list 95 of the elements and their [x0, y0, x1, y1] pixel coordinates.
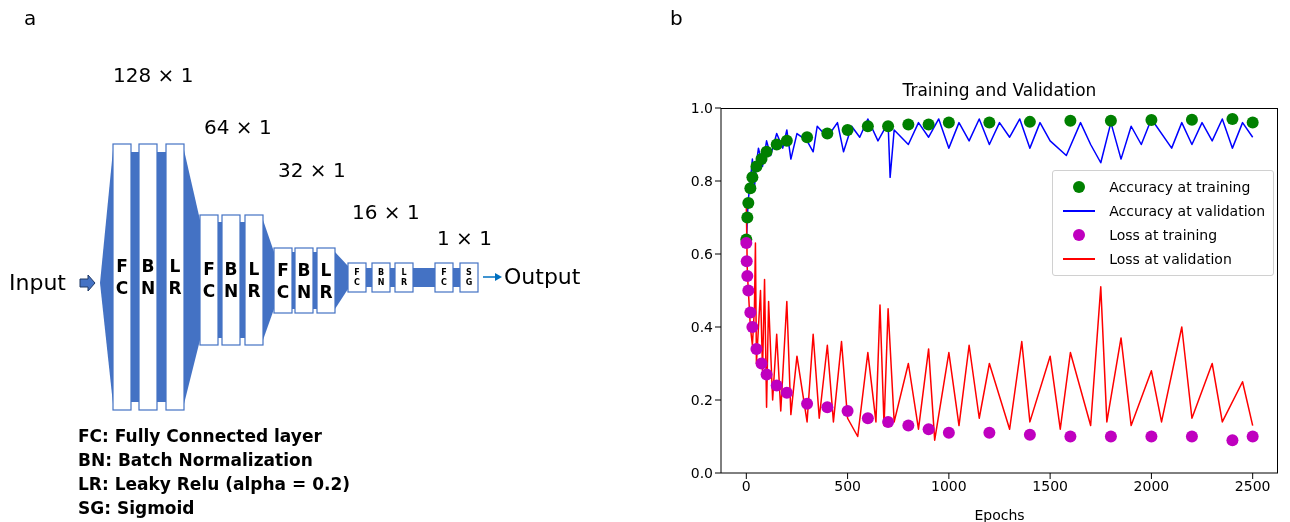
- point: [882, 120, 895, 133]
- point: [821, 401, 834, 414]
- x-tick-label: 2500: [1234, 477, 1271, 494]
- point: [922, 118, 935, 131]
- point: [741, 269, 754, 282]
- legend-label: Accuracy at validation: [1109, 203, 1265, 219]
- point: [742, 284, 755, 297]
- point: [770, 138, 783, 151]
- y-tick-label: 0.8: [690, 172, 713, 189]
- x-tick-label: 1500: [1032, 477, 1068, 494]
- point: [983, 426, 996, 439]
- text: BN: Batch Normalization: [78, 450, 313, 470]
- x-tick-label: 0: [741, 477, 751, 494]
- point: [744, 306, 757, 319]
- point: [760, 368, 773, 381]
- point: [740, 237, 753, 250]
- point: [780, 134, 793, 147]
- point: [1185, 430, 1198, 443]
- point: [1104, 114, 1117, 127]
- text: 64 × 1: [204, 115, 272, 139]
- text: 16 × 1: [352, 200, 420, 224]
- text: BN: [222, 258, 240, 302]
- point: [744, 182, 757, 195]
- text: SG: Sigmoid: [78, 498, 195, 518]
- text: b: [670, 6, 683, 30]
- point: [755, 357, 768, 370]
- text: FC: [353, 267, 361, 288]
- x-axis-title: Epochs: [974, 507, 1025, 522]
- text: Output: [504, 264, 581, 289]
- point: [1145, 114, 1158, 127]
- text: Input: [9, 270, 66, 295]
- point: [780, 386, 793, 399]
- text: a: [24, 6, 37, 30]
- text: 128 × 1: [113, 63, 194, 87]
- point: [770, 379, 783, 392]
- text: 1 × 1: [437, 226, 492, 250]
- point: [861, 120, 874, 133]
- y-tick-label: 0.2: [690, 391, 713, 408]
- point: [1064, 430, 1077, 443]
- y-tick-label: 0.4: [690, 318, 714, 335]
- point: [1104, 430, 1117, 443]
- point: [760, 145, 773, 158]
- y-tick-label: 0.0: [690, 464, 713, 481]
- text: BN: [295, 258, 313, 303]
- text: FC: Fully Connected layer: [78, 426, 322, 446]
- point: [1064, 114, 1077, 127]
- point: [1246, 116, 1259, 129]
- legend-label: Loss at training: [1109, 227, 1218, 243]
- point: [746, 171, 759, 184]
- point: [801, 131, 814, 144]
- point: [821, 127, 834, 140]
- chart-title: Training and Validation: [901, 80, 1098, 100]
- text: BN: [376, 267, 386, 288]
- text: 32 × 1: [278, 158, 346, 182]
- point: [742, 196, 755, 209]
- text: FC: [440, 267, 448, 288]
- point: [902, 419, 915, 432]
- point: [741, 211, 754, 224]
- text: FC: [114, 255, 130, 299]
- point: [1023, 115, 1036, 128]
- text: FC: [275, 258, 291, 303]
- x-tick-label: 1000: [931, 477, 967, 494]
- point: [740, 255, 753, 268]
- text: LR: [399, 267, 409, 288]
- point: [750, 342, 763, 355]
- point: [841, 404, 854, 417]
- text: LR: [167, 255, 183, 299]
- point: [1145, 430, 1158, 443]
- point: [983, 116, 996, 129]
- text: BN: [139, 255, 157, 299]
- point: [902, 118, 915, 131]
- point: [942, 116, 955, 129]
- legend-label: Accuracy at training: [1109, 179, 1251, 195]
- text: LR: [246, 258, 262, 302]
- text: LR: [318, 258, 334, 303]
- y-tick-label: 0.6: [690, 245, 714, 262]
- legend-label: Loss at validation: [1109, 251, 1232, 267]
- x-tick-label: 2000: [1133, 477, 1170, 494]
- text: SG: [464, 267, 474, 288]
- x-tick-label: 500: [834, 477, 861, 494]
- y-tick-label: 1.0: [690, 99, 713, 116]
- point: [1226, 434, 1239, 447]
- point: [1226, 112, 1239, 125]
- point: [861, 412, 874, 425]
- text: FC: [201, 258, 217, 302]
- point: [1246, 430, 1259, 443]
- text: LR: Leaky Relu (alpha = 0.2): [78, 474, 351, 494]
- point: [942, 426, 955, 439]
- point: [1185, 113, 1198, 126]
- point: [841, 123, 854, 136]
- point: [882, 415, 895, 428]
- point: [922, 423, 935, 436]
- point: [801, 397, 814, 410]
- point: [746, 321, 759, 333]
- point: [1023, 428, 1036, 441]
